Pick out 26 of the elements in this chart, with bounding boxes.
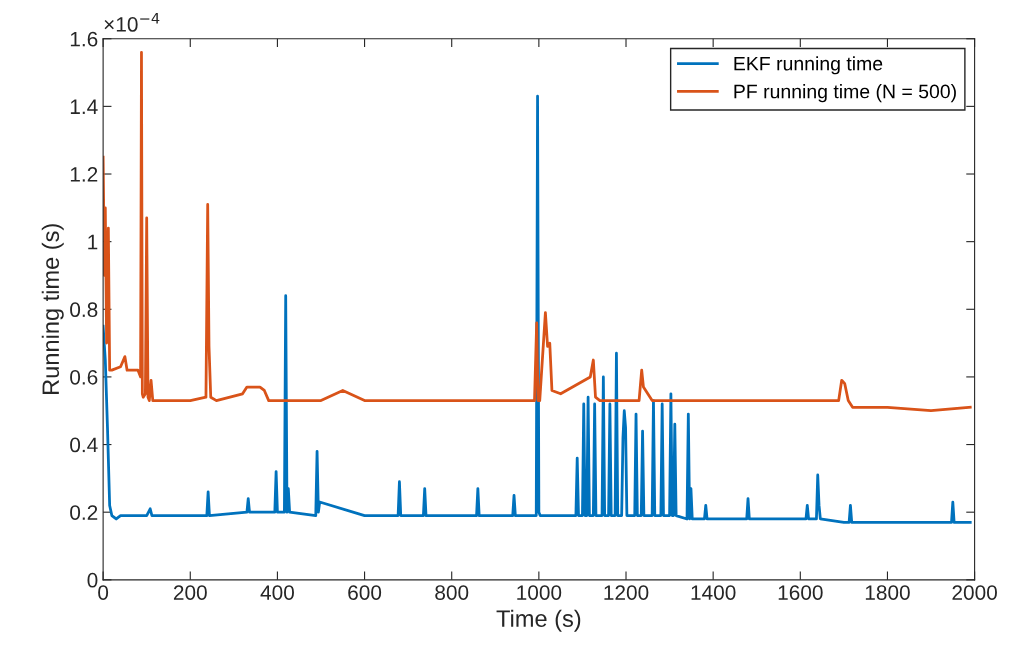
y-tick-label: 0 [87, 572, 98, 588]
x-axis-title: Time (s) [496, 609, 581, 632]
y-tick-label: 1.2 [70, 167, 98, 182]
y-tick-label: 1 [88, 234, 98, 250]
x-tick-label: 800 [435, 585, 469, 600]
legend-label: EKF running time [734, 56, 883, 75]
x-tick-label: 0 [98, 585, 109, 600]
line-series [103, 50, 972, 413]
x-tick-label: 600 [348, 585, 382, 600]
y-tick-label: 0.2 [70, 505, 98, 520]
x-tick-label: 2000 [952, 585, 997, 600]
y-tick-label: 1.4 [70, 99, 98, 114]
x-tick-label: 1800 [865, 585, 910, 600]
x-tick-label: 1200 [604, 585, 649, 600]
x-tick-label: 400 [260, 585, 294, 600]
legend-label: PF running time (N = 500) [734, 84, 956, 103]
y-tick-label: 0.4 [70, 437, 98, 453]
x-tick-label: 1000 [517, 585, 562, 600]
x-tick-label: 200 [173, 585, 207, 600]
y-tick-label: 0.8 [70, 302, 98, 318]
y-axis-title: Running time (s) [41, 224, 64, 394]
x-tick-label: 1600 [778, 585, 823, 600]
y-tick-label: 1.6 [70, 31, 98, 47]
y-tick-label: 0.6 [70, 369, 98, 385]
x-tick-label: 1400 [691, 585, 736, 600]
text: ×10$^{−4}$ [104, 12, 160, 32]
